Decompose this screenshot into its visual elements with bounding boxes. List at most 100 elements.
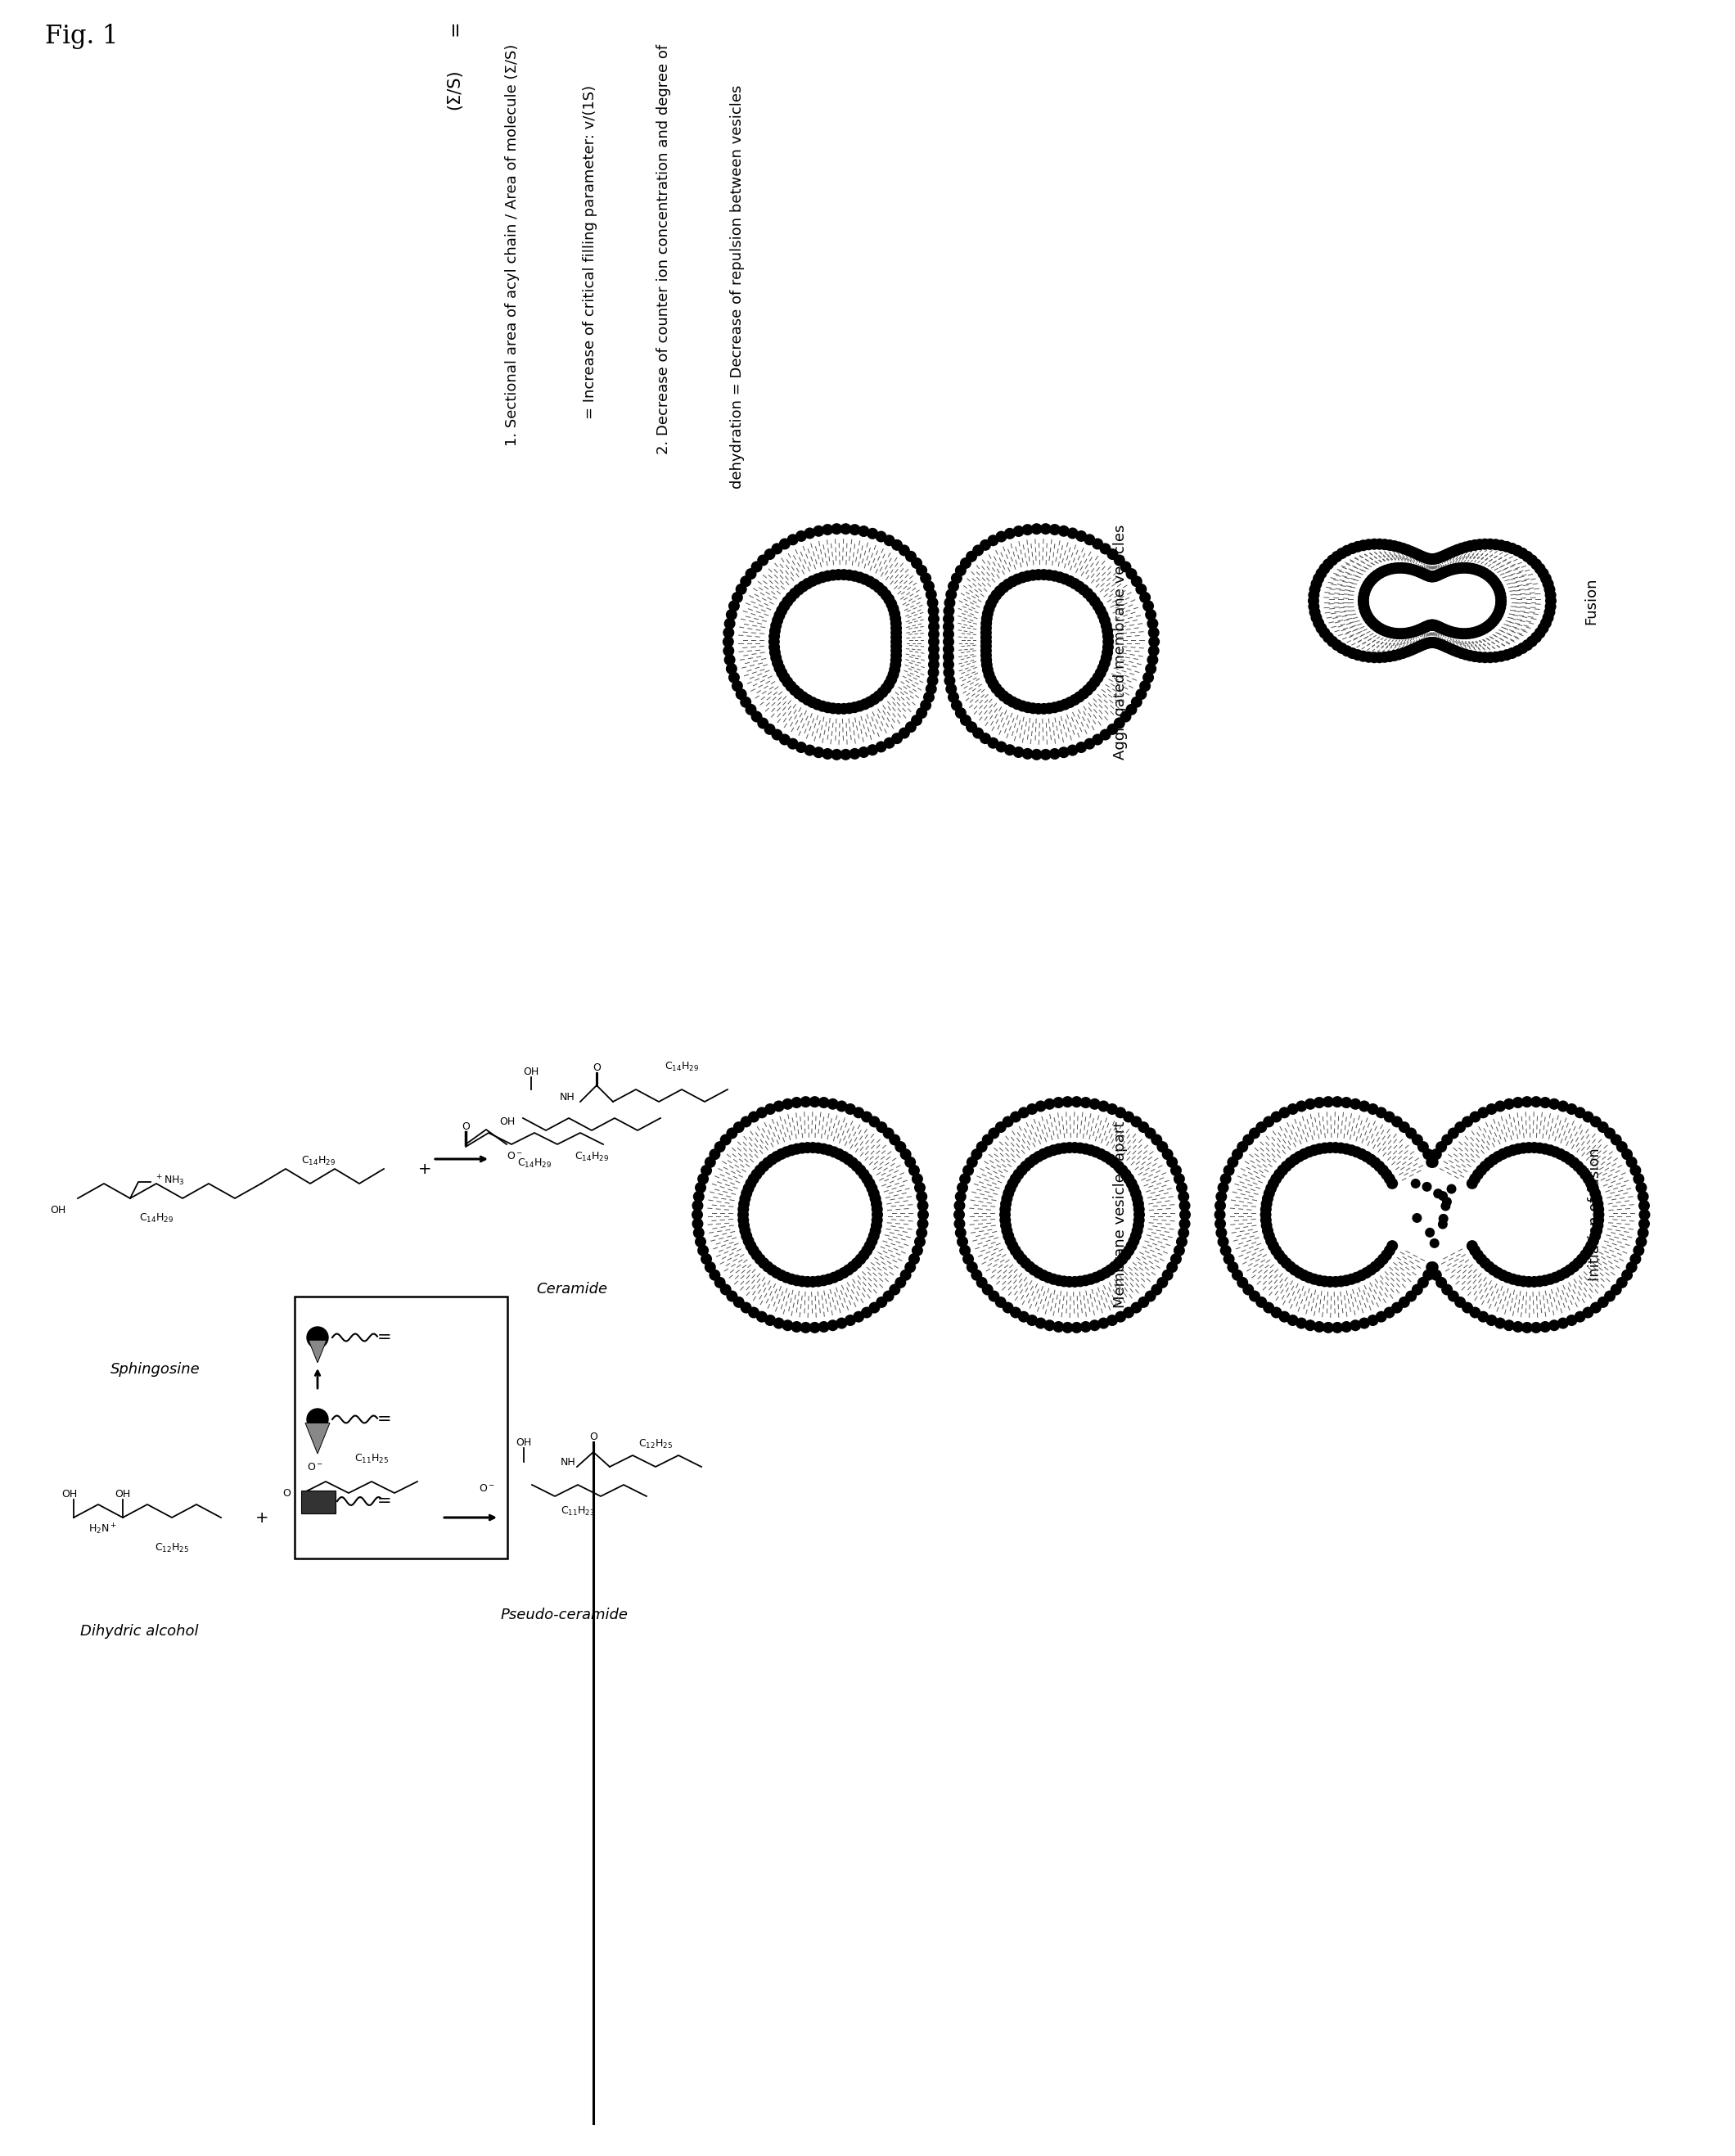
Circle shape <box>812 699 822 709</box>
Circle shape <box>947 580 959 593</box>
Circle shape <box>1166 1156 1178 1169</box>
Circle shape <box>1027 703 1039 714</box>
Circle shape <box>1298 1149 1310 1160</box>
Circle shape <box>1003 1117 1013 1128</box>
Circle shape <box>1227 1261 1239 1272</box>
Circle shape <box>1367 1104 1379 1115</box>
Circle shape <box>906 722 916 733</box>
Circle shape <box>1017 701 1029 711</box>
Circle shape <box>1074 1143 1086 1153</box>
Circle shape <box>1095 606 1107 617</box>
Circle shape <box>843 703 855 714</box>
Circle shape <box>795 530 807 541</box>
Circle shape <box>1322 558 1334 569</box>
Circle shape <box>1001 1192 1013 1205</box>
Circle shape <box>1411 642 1423 653</box>
Circle shape <box>1180 1201 1190 1212</box>
Circle shape <box>793 584 805 595</box>
Circle shape <box>918 1201 928 1212</box>
Circle shape <box>1636 1235 1647 1248</box>
Circle shape <box>1117 1253 1128 1266</box>
Circle shape <box>1140 591 1150 604</box>
Circle shape <box>758 1257 769 1270</box>
Circle shape <box>1100 729 1110 740</box>
Circle shape <box>987 737 999 748</box>
Circle shape <box>1591 1192 1603 1205</box>
Circle shape <box>914 1235 925 1248</box>
Circle shape <box>1090 677 1100 688</box>
Circle shape <box>1558 1317 1568 1328</box>
Circle shape <box>1277 1253 1289 1266</box>
Circle shape <box>782 1319 793 1330</box>
Circle shape <box>1522 550 1534 563</box>
Circle shape <box>1100 621 1112 632</box>
Circle shape <box>1470 1110 1482 1123</box>
Circle shape <box>991 683 1003 694</box>
Circle shape <box>1449 645 1459 655</box>
Circle shape <box>984 604 994 614</box>
Circle shape <box>1022 571 1034 582</box>
Text: (Σ/S): (Σ/S) <box>446 69 463 110</box>
Circle shape <box>1412 1134 1423 1145</box>
Circle shape <box>1308 1274 1320 1285</box>
Circle shape <box>1438 640 1450 651</box>
Circle shape <box>1381 1248 1391 1261</box>
Circle shape <box>756 1311 767 1322</box>
Circle shape <box>1568 1158 1581 1169</box>
Circle shape <box>751 711 762 722</box>
Circle shape <box>755 1253 765 1266</box>
Circle shape <box>793 688 805 699</box>
Circle shape <box>1393 627 1404 640</box>
Circle shape <box>817 571 828 582</box>
Bar <box>302 1490 335 1514</box>
Circle shape <box>980 632 992 642</box>
Circle shape <box>999 1210 1012 1220</box>
Circle shape <box>1412 1283 1423 1296</box>
Circle shape <box>871 1220 881 1231</box>
Circle shape <box>1442 642 1454 653</box>
Circle shape <box>1135 688 1147 701</box>
Circle shape <box>885 673 897 686</box>
Circle shape <box>1010 1173 1022 1184</box>
Circle shape <box>977 1276 987 1289</box>
Circle shape <box>838 569 850 580</box>
Circle shape <box>1058 699 1070 709</box>
Circle shape <box>1588 1235 1600 1246</box>
Circle shape <box>1397 563 1407 573</box>
Circle shape <box>982 664 994 675</box>
Circle shape <box>1171 1253 1182 1266</box>
Circle shape <box>1409 625 1421 636</box>
Circle shape <box>1461 627 1471 640</box>
Circle shape <box>1327 636 1338 647</box>
Circle shape <box>1527 554 1537 565</box>
Circle shape <box>1371 621 1383 632</box>
Circle shape <box>727 1291 737 1302</box>
Circle shape <box>1319 627 1331 638</box>
Circle shape <box>692 1201 703 1212</box>
Circle shape <box>763 724 776 735</box>
Circle shape <box>756 554 769 567</box>
Circle shape <box>1359 589 1371 599</box>
Circle shape <box>1324 1143 1336 1153</box>
Circle shape <box>843 1153 854 1164</box>
Circle shape <box>1280 1160 1293 1173</box>
Circle shape <box>1303 1147 1315 1158</box>
Text: O: O <box>590 1432 597 1442</box>
Circle shape <box>1270 1110 1282 1123</box>
Circle shape <box>904 1261 916 1272</box>
Circle shape <box>994 1121 1006 1132</box>
Circle shape <box>1588 1184 1600 1194</box>
Circle shape <box>1032 569 1044 580</box>
Circle shape <box>803 528 815 539</box>
Circle shape <box>819 1322 829 1332</box>
Circle shape <box>307 1326 328 1348</box>
Circle shape <box>1461 563 1471 573</box>
Circle shape <box>1162 1149 1173 1160</box>
Circle shape <box>1102 636 1114 647</box>
Circle shape <box>1263 1231 1275 1242</box>
Circle shape <box>998 690 1010 701</box>
Circle shape <box>1494 1317 1506 1328</box>
Circle shape <box>819 1097 829 1108</box>
Circle shape <box>743 1235 755 1246</box>
Circle shape <box>1523 1276 1534 1287</box>
